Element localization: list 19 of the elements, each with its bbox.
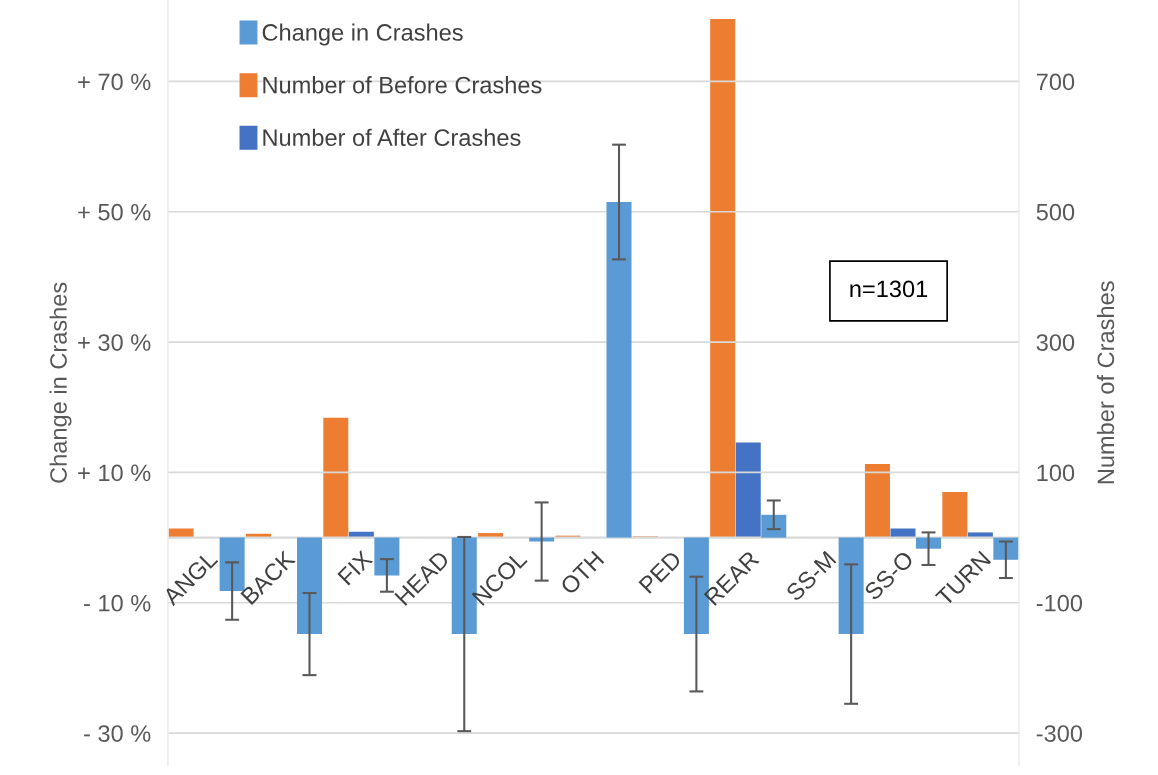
legend-label: Number of Before Crashes <box>263 76 542 94</box>
y2-axis-title: Number of Crashes <box>1096 281 1115 484</box>
y-tick-label: + 70 % <box>78 73 151 91</box>
y-tick-label: - 10 % <box>84 594 151 612</box>
legend-label: Number of After Crashes <box>263 128 521 147</box>
y2-tick-label: 700 <box>1036 73 1075 91</box>
y-tick-label: + 50 % <box>78 203 151 221</box>
y-tick-label: - 30 % <box>84 725 151 742</box>
y2-tick-label: -100 <box>1036 594 1083 612</box>
annotation: n=1301 <box>850 280 928 298</box>
y-tick-label: + 10 % <box>78 464 151 482</box>
x-tick-label: FIX <box>337 549 374 586</box>
y-tick-label: + 30 % <box>78 334 151 351</box>
legend-label: Change in Crashes <box>262 23 463 46</box>
y-axis-title: Change in Crashes <box>49 282 72 483</box>
y2-tick-label: -300 <box>1036 725 1083 742</box>
y2-tick-label: 500 <box>1036 203 1075 221</box>
y2-tick-label: 100 <box>1037 464 1075 482</box>
y2-tick-label: 300 <box>1036 334 1075 351</box>
